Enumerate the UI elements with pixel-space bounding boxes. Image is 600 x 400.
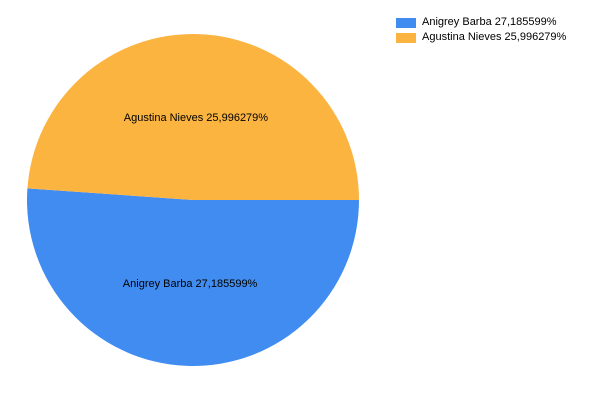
legend-item: Anigrey Barba 27,185599% [396,15,566,30]
legend: Anigrey Barba 27,185599% Agustina Nieves… [396,15,566,45]
slice-label: Anigrey Barba 27,185599% [123,278,258,290]
pie-slice [27,34,359,200]
legend-label: Agustina Nieves 25,996279% [422,31,567,43]
legend-item: Agustina Nieves 25,996279% [396,30,566,45]
legend-label: Anigrey Barba 27,185599% [422,16,557,28]
pie-slice [26,188,360,367]
legend-swatch [396,17,416,28]
slice-label: Agustina Nieves 25,996279% [124,112,269,124]
legend-swatch [396,32,416,43]
